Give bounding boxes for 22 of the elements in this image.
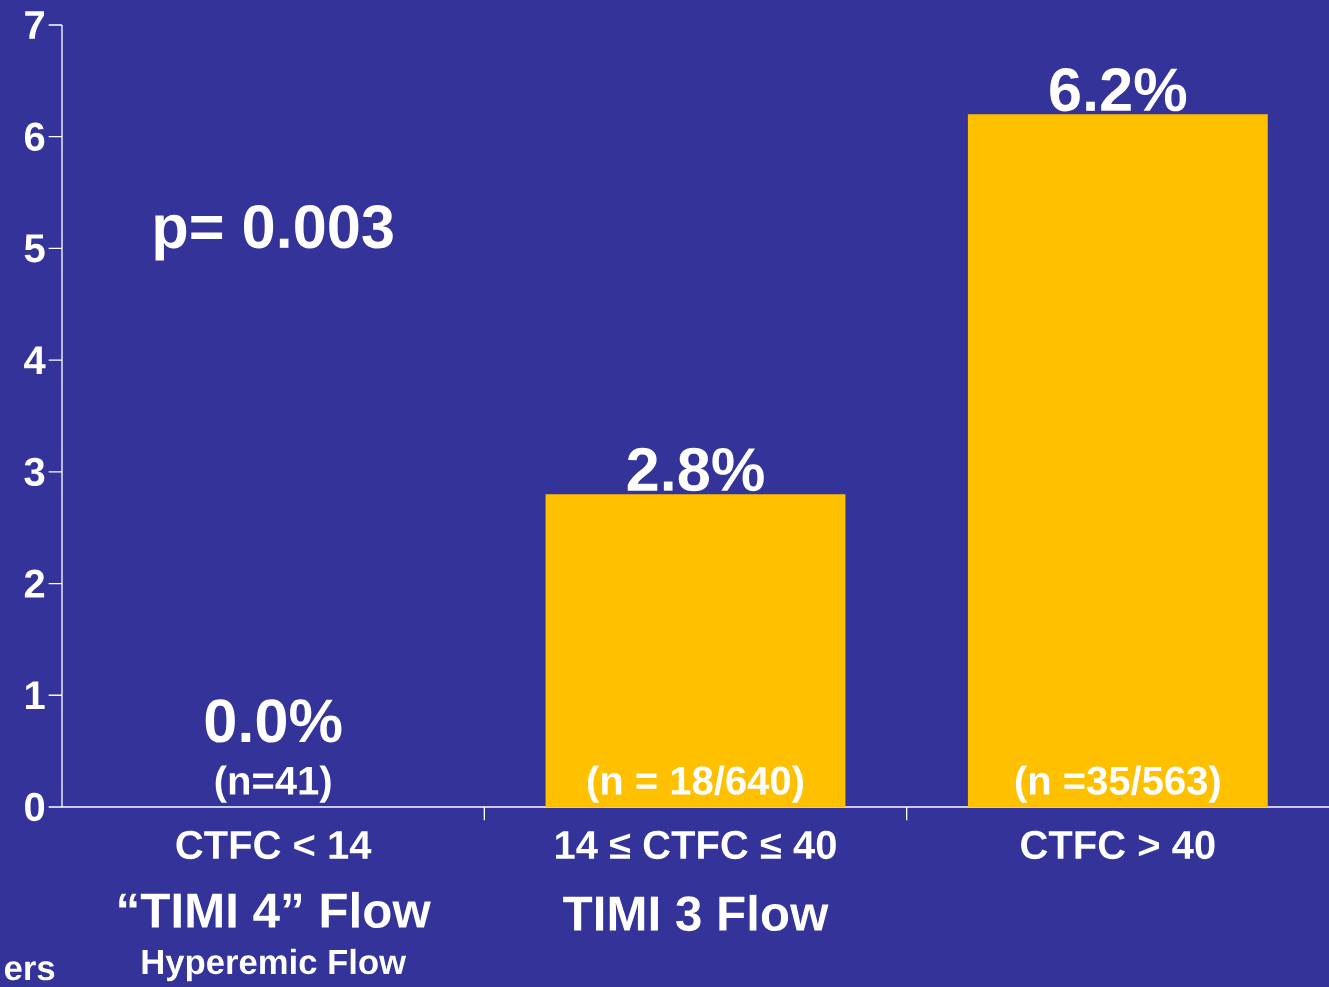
data-label: 2.8% <box>627 447 764 492</box>
y-tick-label: 7 <box>25 11 44 39</box>
text: TIMI 3 Flow <box>563 894 829 932</box>
annotation: p= 0.003 <box>155 205 393 261</box>
text: “TIMI 4” Flow <box>119 891 431 929</box>
annotation: (n=41) <box>215 765 331 803</box>
text: ers <box>4 961 55 981</box>
x-tick-label: 14 ≤ CTFC ≤ 40 <box>556 830 836 860</box>
y-tick-label: 0 <box>25 792 45 822</box>
data-label: 0.0% <box>205 699 342 743</box>
y-tick-label: 1 <box>26 681 45 710</box>
x-tick-label: CTFC > 40 <box>1021 830 1215 860</box>
text: Hyperemic Flow <box>142 948 407 982</box>
y-tick-label: 2 <box>24 569 45 598</box>
annotation: (n =35/563) <box>1015 765 1220 803</box>
x-tick-label: CTFC < 14 <box>176 830 372 860</box>
annotation: (n = 18/640) <box>587 765 803 803</box>
y-tick-label: 6 <box>24 122 45 151</box>
data-label: 6.2% <box>1050 68 1187 112</box>
y-tick-label: 3 <box>24 457 45 487</box>
y-tick-label: 5 <box>24 234 45 263</box>
y-tick-label: 4 <box>24 346 46 374</box>
